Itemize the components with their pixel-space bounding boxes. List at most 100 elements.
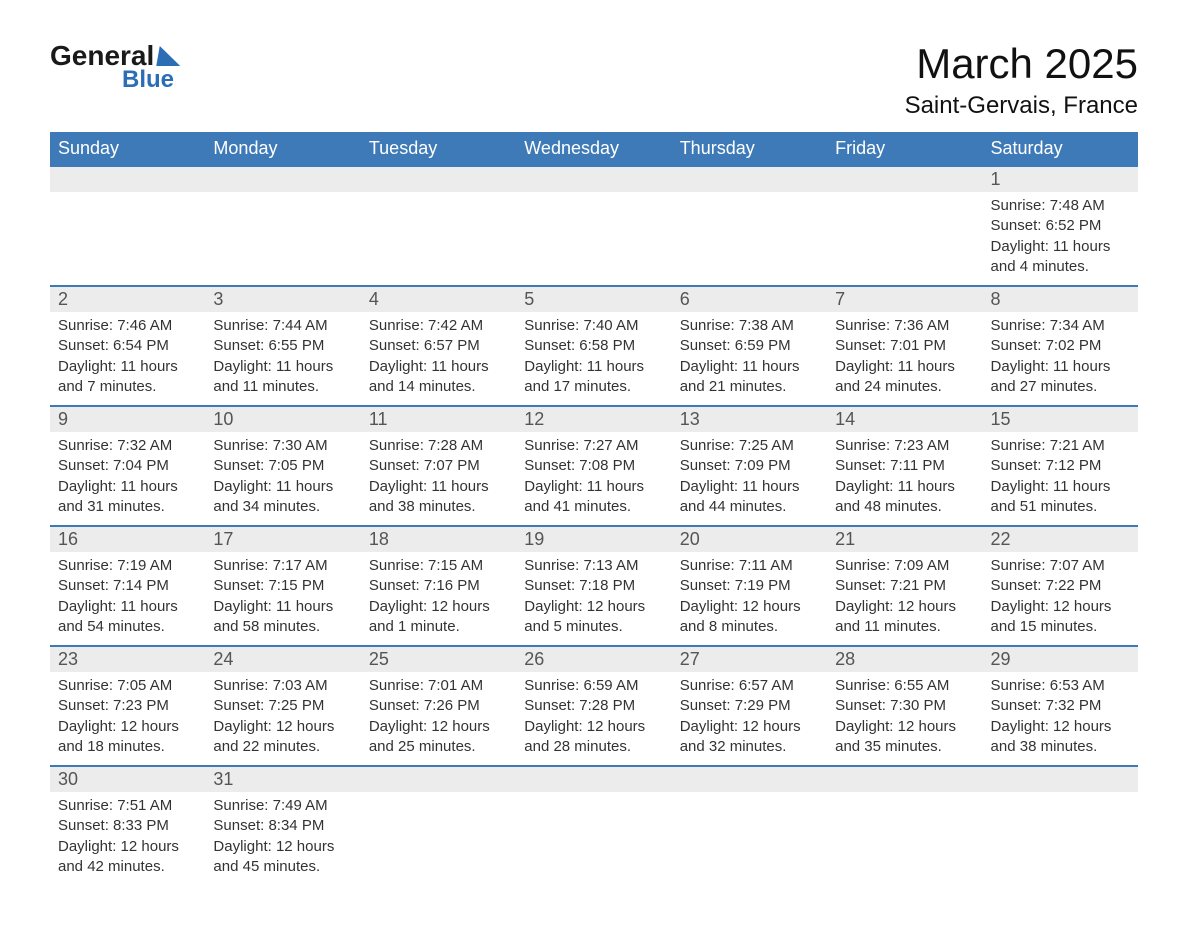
- weekday-header: Monday: [205, 132, 360, 166]
- daylight-line: Daylight: 11 hours and 51 minutes.: [991, 477, 1130, 518]
- daylight-line: Daylight: 12 hours and 11 minutes.: [835, 597, 974, 638]
- weekday-header-row: SundayMondayTuesdayWednesdayThursdayFrid…: [50, 132, 1138, 166]
- daylight-line: Daylight: 11 hours and 24 minutes.: [835, 357, 974, 398]
- day-detail-cell: [50, 192, 205, 286]
- day-detail-cell: [205, 192, 360, 286]
- sunrise-line: Sunrise: 6:53 AM: [991, 676, 1130, 696]
- detail-row: Sunrise: 7:48 AMSunset: 6:52 PMDaylight:…: [50, 192, 1138, 286]
- sunrise-line: Sunrise: 7:32 AM: [58, 436, 197, 456]
- daylight-line: Daylight: 11 hours and 14 minutes.: [369, 357, 508, 398]
- day-detail-cell: Sunrise: 7:38 AMSunset: 6:59 PMDaylight:…: [672, 312, 827, 406]
- daylight-line: Daylight: 12 hours and 5 minutes.: [524, 597, 663, 638]
- sunrise-line: Sunrise: 6:55 AM: [835, 676, 974, 696]
- sunset-line: Sunset: 8:33 PM: [58, 816, 197, 836]
- sunset-line: Sunset: 7:22 PM: [991, 576, 1130, 596]
- daylight-line: Daylight: 11 hours and 54 minutes.: [58, 597, 197, 638]
- day-number-cell: [672, 166, 827, 192]
- sunset-line: Sunset: 7:16 PM: [369, 576, 508, 596]
- day-detail-cell: Sunrise: 7:40 AMSunset: 6:58 PMDaylight:…: [516, 312, 671, 406]
- sunrise-line: Sunrise: 7:09 AM: [835, 556, 974, 576]
- day-detail-cell: [361, 192, 516, 286]
- sunrise-line: Sunrise: 7:15 AM: [369, 556, 508, 576]
- daylight-line: Daylight: 11 hours and 21 minutes.: [680, 357, 819, 398]
- detail-row: Sunrise: 7:19 AMSunset: 7:14 PMDaylight:…: [50, 552, 1138, 646]
- day-detail-cell: Sunrise: 7:05 AMSunset: 7:23 PMDaylight:…: [50, 672, 205, 766]
- logo: General Blue: [50, 40, 182, 94]
- daylight-line: Daylight: 11 hours and 38 minutes.: [369, 477, 508, 518]
- sunrise-line: Sunrise: 7:46 AM: [58, 316, 197, 336]
- day-number-cell: 26: [516, 646, 671, 672]
- day-number-cell: 31: [205, 766, 360, 792]
- sunrise-line: Sunrise: 7:21 AM: [991, 436, 1130, 456]
- sunset-line: Sunset: 7:09 PM: [680, 456, 819, 476]
- sunrise-line: Sunrise: 7:23 AM: [835, 436, 974, 456]
- day-number-cell: 20: [672, 526, 827, 552]
- sunset-line: Sunset: 6:58 PM: [524, 336, 663, 356]
- day-number-cell: 17: [205, 526, 360, 552]
- day-detail-cell: [827, 192, 982, 286]
- day-number-cell: [672, 766, 827, 792]
- daynum-row: 2345678: [50, 286, 1138, 312]
- day-detail-cell: Sunrise: 7:28 AMSunset: 7:07 PMDaylight:…: [361, 432, 516, 526]
- day-detail-cell: Sunrise: 7:21 AMSunset: 7:12 PMDaylight:…: [983, 432, 1138, 526]
- sunrise-line: Sunrise: 7:40 AM: [524, 316, 663, 336]
- sunrise-line: Sunrise: 7:49 AM: [213, 796, 352, 816]
- day-number-cell: 29: [983, 646, 1138, 672]
- sunrise-line: Sunrise: 7:07 AM: [991, 556, 1130, 576]
- daylight-line: Daylight: 11 hours and 48 minutes.: [835, 477, 974, 518]
- sunrise-line: Sunrise: 7:44 AM: [213, 316, 352, 336]
- sunrise-line: Sunrise: 7:05 AM: [58, 676, 197, 696]
- daylight-line: Daylight: 11 hours and 34 minutes.: [213, 477, 352, 518]
- daynum-row: 16171819202122: [50, 526, 1138, 552]
- page-header: General Blue March 2025 Saint-Gervais, F…: [50, 40, 1138, 120]
- calendar-table: SundayMondayTuesdayWednesdayThursdayFrid…: [50, 132, 1138, 885]
- daylight-line: Daylight: 12 hours and 28 minutes.: [524, 717, 663, 758]
- daylight-line: Daylight: 12 hours and 8 minutes.: [680, 597, 819, 638]
- day-detail-cell: [361, 792, 516, 885]
- day-number-cell: 13: [672, 406, 827, 432]
- day-number-cell: [983, 766, 1138, 792]
- daylight-line: Daylight: 12 hours and 45 minutes.: [213, 837, 352, 878]
- day-detail-cell: Sunrise: 7:49 AMSunset: 8:34 PMDaylight:…: [205, 792, 360, 885]
- sunrise-line: Sunrise: 6:57 AM: [680, 676, 819, 696]
- day-detail-cell: Sunrise: 7:19 AMSunset: 7:14 PMDaylight:…: [50, 552, 205, 646]
- sunset-line: Sunset: 7:25 PM: [213, 696, 352, 716]
- sunrise-line: Sunrise: 7:42 AM: [369, 316, 508, 336]
- day-number-cell: 7: [827, 286, 982, 312]
- daylight-line: Daylight: 11 hours and 4 minutes.: [991, 237, 1130, 278]
- sunset-line: Sunset: 6:59 PM: [680, 336, 819, 356]
- day-number-cell: [516, 766, 671, 792]
- daylight-line: Daylight: 12 hours and 38 minutes.: [991, 717, 1130, 758]
- day-detail-cell: Sunrise: 7:23 AMSunset: 7:11 PMDaylight:…: [827, 432, 982, 526]
- weekday-header: Sunday: [50, 132, 205, 166]
- day-detail-cell: [827, 792, 982, 885]
- daylight-line: Daylight: 11 hours and 11 minutes.: [213, 357, 352, 398]
- day-number-cell: 15: [983, 406, 1138, 432]
- sunset-line: Sunset: 7:11 PM: [835, 456, 974, 476]
- sunset-line: Sunset: 6:57 PM: [369, 336, 508, 356]
- day-number-cell: [516, 166, 671, 192]
- day-number-cell: 12: [516, 406, 671, 432]
- sunrise-line: Sunrise: 7:01 AM: [369, 676, 508, 696]
- day-detail-cell: Sunrise: 7:30 AMSunset: 7:05 PMDaylight:…: [205, 432, 360, 526]
- sunrise-line: Sunrise: 7:30 AM: [213, 436, 352, 456]
- day-detail-cell: [516, 192, 671, 286]
- sunset-line: Sunset: 6:55 PM: [213, 336, 352, 356]
- sunset-line: Sunset: 7:07 PM: [369, 456, 508, 476]
- sunrise-line: Sunrise: 6:59 AM: [524, 676, 663, 696]
- daylight-line: Daylight: 11 hours and 41 minutes.: [524, 477, 663, 518]
- sunrise-line: Sunrise: 7:34 AM: [991, 316, 1130, 336]
- detail-row: Sunrise: 7:51 AMSunset: 8:33 PMDaylight:…: [50, 792, 1138, 885]
- daylight-line: Daylight: 12 hours and 42 minutes.: [58, 837, 197, 878]
- day-detail-cell: Sunrise: 7:09 AMSunset: 7:21 PMDaylight:…: [827, 552, 982, 646]
- weekday-header: Tuesday: [361, 132, 516, 166]
- day-detail-cell: [983, 792, 1138, 885]
- sunset-line: Sunset: 7:23 PM: [58, 696, 197, 716]
- daylight-line: Daylight: 12 hours and 22 minutes.: [213, 717, 352, 758]
- logo-triangle-icon: [157, 46, 185, 66]
- day-detail-cell: Sunrise: 7:03 AMSunset: 7:25 PMDaylight:…: [205, 672, 360, 766]
- daylight-line: Daylight: 11 hours and 7 minutes.: [58, 357, 197, 398]
- day-number-cell: 8: [983, 286, 1138, 312]
- day-detail-cell: Sunrise: 7:11 AMSunset: 7:19 PMDaylight:…: [672, 552, 827, 646]
- sunrise-line: Sunrise: 7:27 AM: [524, 436, 663, 456]
